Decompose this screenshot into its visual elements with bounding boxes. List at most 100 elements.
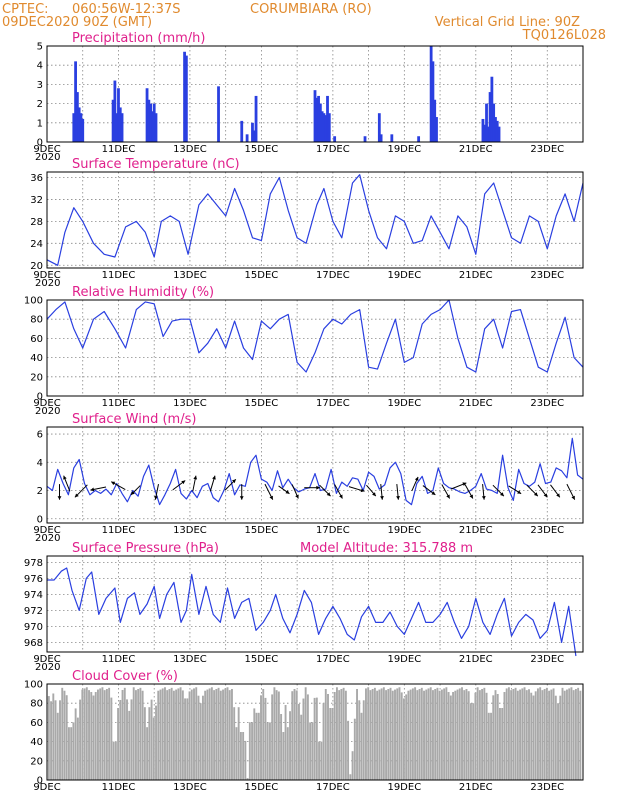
cloud-bar: [322, 703, 325, 780]
cloud-bar: [429, 687, 432, 780]
cloud-bar: [108, 687, 111, 780]
panel-frame: [46, 683, 584, 781]
cloud-bar: [389, 687, 392, 780]
wind-arrow: [441, 484, 451, 499]
precip-bar: [435, 117, 438, 142]
precip-bar: [81, 118, 85, 142]
cloud-bar: [179, 687, 182, 780]
cloud-bar: [112, 741, 115, 780]
year-label-clipped: 2020: [35, 406, 60, 417]
precip-bar: [74, 61, 77, 142]
cloud-bar: [398, 687, 401, 780]
cloud-bar: [117, 708, 120, 780]
y-tick-label: 976: [24, 574, 43, 585]
cloud-bar: [360, 712, 363, 780]
cloud-bar: [97, 689, 99, 780]
cloud-bar: [293, 688, 296, 780]
y-tick-label: 20: [30, 261, 43, 272]
wind-arrow: [278, 485, 290, 495]
y-tick-label: 36: [30, 173, 43, 184]
cloud-bar: [139, 687, 142, 780]
cloud-bar: [130, 699, 133, 780]
cloud-bar: [411, 688, 414, 780]
cloud-bar: [423, 690, 425, 780]
cloud-bar: [543, 688, 546, 780]
precip-bar: [363, 136, 367, 142]
x-tick-label: 15DEC: [245, 270, 279, 281]
cloud-bar: [548, 690, 551, 780]
wind-arrow: [550, 484, 561, 498]
cloud-bar: [315, 697, 318, 780]
x-tick-label: 19DEC: [387, 270, 421, 281]
header-run-date: 09DEC2020 90Z (GMT): [2, 15, 152, 30]
cloud-bar: [291, 691, 294, 780]
y-tick-label: 80: [30, 699, 43, 710]
year-label-clipped: 2020: [35, 278, 60, 289]
cloud-bar: [365, 688, 367, 780]
wind-arrow: [526, 484, 539, 497]
cloud-bar: [101, 687, 104, 780]
wind-arrow: [63, 475, 71, 492]
precip-bar: [111, 99, 115, 142]
cloud-bar: [74, 708, 77, 780]
cloud-bar: [333, 692, 336, 780]
wind-arrow: [411, 476, 419, 492]
cloud-bar: [525, 690, 528, 780]
wind-arrow: [239, 484, 244, 500]
y-tick-label: 2: [37, 99, 43, 110]
y-tick-label: 32: [30, 195, 43, 206]
x-tick-label: 9DEC: [33, 270, 60, 281]
cloud-bar: [461, 687, 463, 780]
cloud-bar: [231, 688, 233, 780]
cloud-bar: [463, 690, 466, 780]
y-tick-label: 0: [37, 138, 43, 149]
cloud-bar: [253, 708, 256, 780]
precip-bar: [322, 113, 326, 142]
cloud-bar: [557, 703, 559, 780]
cloud-bar: [242, 732, 245, 780]
cloud-bar: [110, 697, 113, 780]
header-grid-note: Vertical Grid Line: 90Z: [435, 15, 580, 30]
precip-bar: [417, 136, 421, 142]
cloud-bar: [387, 688, 390, 780]
cloud-bar: [349, 774, 352, 780]
panel-pres: Surface Pressure (hPa) Model Altitude: 31…: [24, 541, 584, 673]
cloud-bar: [490, 712, 492, 780]
precip-bar: [145, 88, 149, 142]
cloud-bar: [561, 687, 564, 780]
cloud-bar: [295, 690, 298, 780]
cloud-bar: [159, 689, 162, 780]
wind-arrow: [90, 486, 107, 492]
cloud-bar: [478, 690, 481, 780]
cloud-bar: [568, 688, 571, 780]
x-tick-label: 23DEC: [530, 144, 564, 155]
wind-arrow: [110, 481, 126, 490]
cloud-bar: [434, 688, 437, 780]
cloud-bar: [157, 690, 160, 780]
x-tick-label: 19DEC: [387, 782, 421, 793]
year-label-clipped: 2020: [35, 662, 60, 673]
panel-title: Surface Temperature (nC): [72, 157, 240, 172]
x-tick-label: 11DEC: [102, 525, 136, 536]
wind-arrow: [264, 483, 274, 500]
x-tick-label: 13DEC: [173, 144, 207, 155]
precip-bar: [151, 111, 154, 142]
x-tick-label: 15DEC: [245, 398, 279, 409]
cloud-bar: [327, 694, 329, 780]
cloud-bar: [402, 698, 405, 780]
wind-arrow: [422, 485, 436, 496]
cloud-bar: [63, 690, 66, 780]
cloud-bar: [206, 689, 209, 780]
cloud-bar: [168, 688, 171, 780]
x-tick-label: 23DEC: [530, 782, 564, 793]
cloud-bar: [72, 722, 75, 780]
cloud-bar: [373, 687, 376, 780]
cloud-bar: [137, 688, 140, 780]
y-tick-label: 100: [24, 680, 43, 691]
cloud-bar: [407, 690, 410, 780]
cloud-bar: [132, 687, 135, 780]
cloud-bar: [465, 688, 468, 780]
cloud-bar: [186, 698, 189, 780]
x-tick-label: 9DEC: [33, 398, 60, 409]
header-source: CPTEC:: [2, 2, 49, 17]
